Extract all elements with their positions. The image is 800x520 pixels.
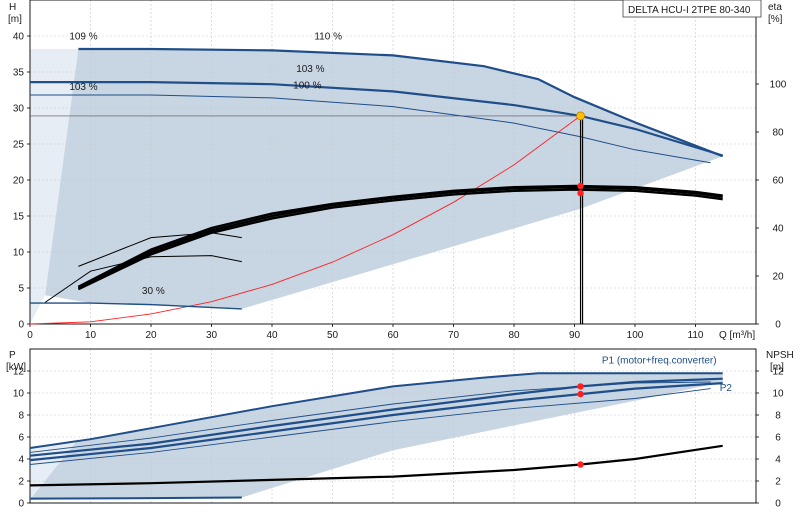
series-line — [29, 388, 711, 465]
eta-marker — [577, 190, 584, 197]
x-tick-label: 60 — [387, 330, 399, 341]
series-line — [29, 372, 723, 449]
x-tick-label: 110 — [688, 330, 704, 341]
series-line — [29, 115, 581, 325]
y-tick-label: 2 — [18, 477, 24, 488]
curve-label: 103 % — [296, 64, 324, 75]
power-area — [30, 373, 723, 500]
npsh-axis-label: NPSH — [766, 350, 794, 361]
x-tick-label: 90 — [569, 330, 581, 341]
y-tick-label: 35 — [13, 68, 25, 79]
y2-tick-label: 0 — [775, 320, 781, 331]
y2-axis-label: eta — [768, 2, 782, 13]
curve-label: 100 % — [293, 81, 321, 92]
y2-tick-label: 12 — [772, 367, 784, 378]
eta-marker — [577, 182, 584, 190]
operating-area-light — [30, 48, 79, 325]
y-axis-label: H — [9, 2, 16, 13]
y2-tick-label: 6 — [775, 433, 781, 444]
operating-area — [45, 48, 723, 309]
p-axis-label: P — [9, 350, 16, 361]
series-line — [30, 302, 242, 310]
y-tick-label: 12 — [13, 367, 25, 378]
y2-tick-label: 40 — [772, 224, 784, 235]
title-box — [622, 0, 762, 18]
x-tick-label: 10 — [85, 330, 97, 341]
power-marker — [577, 383, 584, 390]
x-tick-label: 30 — [206, 330, 218, 341]
y2-axis-unit: [%] — [768, 14, 783, 25]
y-tick-label: 25 — [13, 140, 25, 151]
y-tick-label: 20 — [13, 176, 25, 187]
x-tick-label: 80 — [508, 330, 520, 341]
curve-label: P2 — [720, 383, 733, 394]
y-tick-label: 0 — [18, 320, 24, 331]
y-tick-label: 4 — [18, 455, 24, 466]
y-tick-label: 15 — [13, 212, 25, 223]
chart-title: DELTA HCU-I 2TPE 80-340 — [628, 5, 751, 16]
y2-tick-label: 0 — [775, 499, 781, 510]
x-tick-label: 70 — [448, 330, 460, 341]
duty-point — [576, 111, 585, 121]
y-tick-label: 0 — [18, 499, 24, 510]
y-tick-label: 40 — [13, 32, 25, 43]
x-tick-label: 40 — [266, 330, 278, 341]
y-tick-label: 10 — [13, 248, 25, 259]
y2-tick-label: 2 — [775, 477, 781, 488]
x-tick-label: 20 — [145, 330, 157, 341]
y2-tick-label: 4 — [775, 455, 781, 466]
series-line — [78, 232, 242, 267]
series-line — [30, 94, 711, 164]
y2-tick-label: 60 — [772, 176, 784, 187]
y-tick-label: 10 — [13, 389, 25, 400]
x-tick-label: 0 — [27, 330, 33, 341]
plot-frame — [29, 348, 757, 504]
y2-tick-label: 20 — [772, 272, 784, 283]
series-line — [29, 377, 723, 457]
power-marker — [577, 390, 584, 398]
y-tick-label: 5 — [18, 284, 24, 295]
y2-tick-label: 100 — [770, 80, 787, 91]
series-line — [78, 47, 724, 158]
curve-label: 30 % — [142, 286, 165, 297]
series-line — [29, 381, 711, 453]
head-chart: 0 5 10 15 20 25 30 35 40 0 20 40 60 80 100 0 10 20 30 40 50 6… — [13, 0, 787, 341]
series-line — [77, 188, 723, 291]
power-marker — [577, 461, 584, 468]
series-line — [29, 496, 242, 500]
series-line — [30, 81, 724, 157]
curve-label: 110 % — [314, 32, 342, 43]
series-line — [29, 382, 723, 462]
y-tick-label: 30 — [13, 104, 25, 115]
power-chart: 0 2 4 6 8 10 12 0 2 4 6 8 10 12 P1 (motor+freq.convert… — [13, 348, 784, 510]
y2-tick-label: 10 — [772, 389, 784, 400]
series-line — [29, 444, 723, 487]
y2-tick-label: 80 — [772, 128, 784, 139]
y-axis-unit: [m] — [8, 14, 22, 25]
y2-tick-label: 8 — [775, 411, 781, 422]
y-tick-label: 8 — [18, 411, 24, 422]
x-axis-label: Q [m³/h] — [719, 330, 755, 341]
curve-label: 109 % — [69, 32, 97, 43]
y-tick-label: 6 — [18, 433, 24, 444]
x-tick-label: 100 — [627, 330, 644, 341]
curve-label: P1 (motor+freq.converter) — [602, 355, 717, 366]
p-axis-unit: [kW] — [6, 362, 26, 373]
curve-label: 103 % — [69, 82, 97, 93]
series-line — [44, 255, 242, 303]
npsh-axis-unit: [m] — [770, 362, 784, 373]
x-tick-label: 50 — [327, 330, 339, 341]
